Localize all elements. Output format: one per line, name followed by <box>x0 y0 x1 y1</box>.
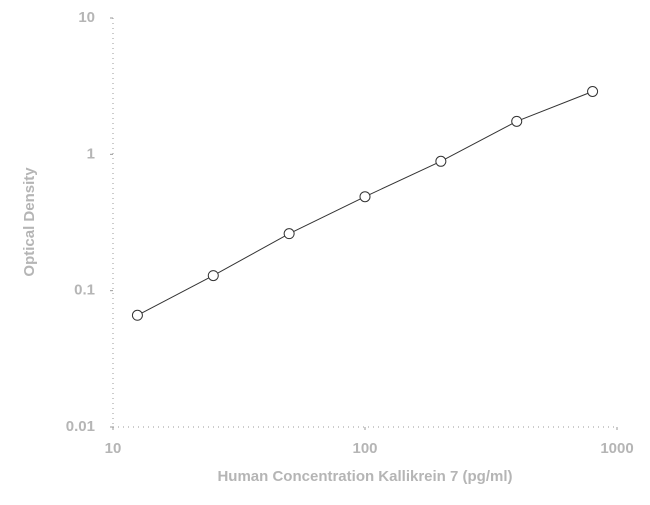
point <box>131 309 143 321</box>
point <box>511 115 523 127</box>
point <box>359 191 371 203</box>
point <box>435 155 447 167</box>
x-tick-label: 1000 <box>600 440 633 457</box>
y-tick-label: 1 <box>87 145 95 162</box>
point <box>587 85 599 97</box>
x-tick-label: 10 <box>105 440 122 457</box>
y-tick-label: 10 <box>78 9 95 26</box>
point <box>283 228 295 240</box>
x-axis-label: Human Concentration Kallikrein 7 (pg/ml) <box>217 468 512 485</box>
point <box>207 270 219 282</box>
y-tick-label: 0.01 <box>66 418 95 435</box>
fit-curve <box>137 91 593 316</box>
y-tick-label: 0.1 <box>74 282 95 299</box>
x-tick-label: 100 <box>352 440 377 457</box>
y-axis-label: Optical Density <box>21 167 38 277</box>
